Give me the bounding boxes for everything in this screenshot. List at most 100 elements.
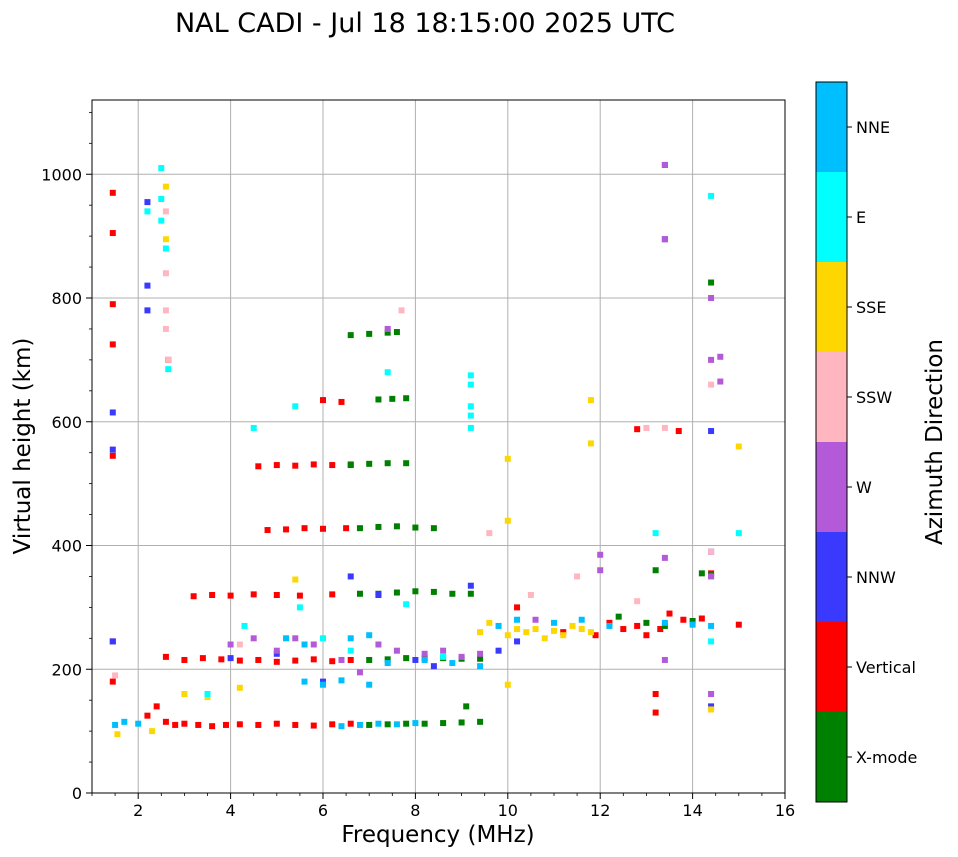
data-point: [112, 672, 119, 679]
data-point: [250, 591, 257, 598]
data-point: [227, 641, 234, 648]
data-point: [181, 656, 188, 663]
data-point: [735, 621, 742, 628]
data-point: [292, 576, 299, 583]
data-point: [292, 721, 299, 728]
data-point: [403, 601, 410, 608]
data-point: [109, 446, 116, 453]
data-point: [689, 621, 696, 628]
data-point: [356, 590, 363, 597]
data-point: [292, 635, 299, 642]
data-point: [467, 590, 474, 597]
data-point: [574, 573, 581, 580]
x-tick-label: 14: [682, 801, 702, 820]
data-point: [384, 721, 391, 728]
x-tick-label: 8: [410, 801, 420, 820]
series-nne: [112, 616, 715, 730]
data-point: [412, 588, 419, 595]
data-point: [661, 236, 668, 243]
colorbar-segment: [816, 532, 847, 622]
data-point: [440, 720, 447, 727]
colorbar-label: NNW: [856, 568, 896, 587]
data-point: [236, 657, 243, 664]
x-tick-label: 12: [590, 801, 610, 820]
data-point: [467, 372, 474, 379]
data-point: [384, 329, 391, 336]
series-vertical: [109, 161, 742, 730]
y-tick-label: 0: [72, 784, 82, 803]
data-point: [717, 353, 724, 360]
data-point: [109, 409, 116, 416]
colorbar-label: SSE: [856, 298, 886, 317]
data-point: [467, 582, 474, 589]
data-point: [343, 525, 350, 532]
data-point: [467, 424, 474, 431]
y-tick-label: 400: [51, 537, 82, 556]
data-point: [356, 525, 363, 532]
data-point: [338, 723, 345, 730]
data-point: [597, 551, 604, 558]
data-point: [652, 567, 659, 574]
x-tick-label: 10: [498, 801, 518, 820]
data-point: [708, 295, 715, 301]
data-point: [273, 462, 280, 469]
data-point: [708, 706, 715, 713]
data-point: [162, 245, 169, 252]
data-point: [449, 590, 456, 597]
data-point: [532, 626, 539, 633]
data-point: [273, 658, 280, 665]
data-point: [661, 424, 668, 431]
colorbar: X-mode Vertical NNW W SSW SSE E NNE: [815, 81, 917, 803]
data-point: [329, 462, 336, 469]
data-point: [296, 592, 303, 599]
data-point: [504, 632, 511, 639]
data-point: [504, 681, 511, 688]
data-point: [643, 619, 650, 626]
data-point: [661, 622, 668, 629]
data-point: [477, 629, 484, 636]
data-point: [310, 641, 317, 648]
data-point: [393, 329, 400, 336]
y-axis: 0 200 400 600 800 1000: [41, 111, 92, 803]
data-point: [708, 279, 715, 286]
data-point: [347, 573, 354, 580]
data-point: [477, 663, 484, 670]
data-point: [680, 616, 687, 623]
data-point: [273, 592, 280, 598]
data-point: [652, 691, 659, 697]
x-tick-label: 16: [775, 801, 795, 820]
data-point: [606, 619, 613, 626]
data-point: [430, 525, 437, 532]
data-point: [375, 396, 382, 403]
data-point: [144, 199, 151, 206]
data-point: [347, 635, 354, 642]
data-point: [236, 684, 243, 691]
data-point: [301, 525, 308, 532]
data-point: [375, 523, 382, 530]
data-point: [504, 517, 511, 524]
data-point: [162, 653, 169, 660]
x-axis-label: Frequency (MHz): [341, 822, 534, 848]
data-point: [195, 721, 202, 728]
data-point: [708, 192, 715, 199]
data-point: [569, 622, 576, 629]
data-point: [204, 694, 211, 701]
data-point: [310, 722, 317, 729]
data-point: [486, 619, 493, 626]
y-axis-label: Virtual height (km): [10, 338, 36, 555]
data-point: [541, 635, 548, 642]
data-point: [329, 591, 336, 598]
data-point: [689, 617, 696, 624]
data-point: [708, 548, 715, 555]
colorbar-segment: [816, 82, 847, 172]
data-point: [255, 721, 262, 728]
data-point: [329, 658, 336, 665]
data-point: [158, 165, 165, 172]
data-point: [162, 208, 169, 215]
data-point: [717, 378, 724, 385]
data-point: [467, 381, 474, 388]
x-tick-label: 4: [226, 801, 236, 820]
data-point: [620, 626, 627, 633]
data-point: [675, 428, 682, 435]
data-point: [634, 426, 641, 433]
